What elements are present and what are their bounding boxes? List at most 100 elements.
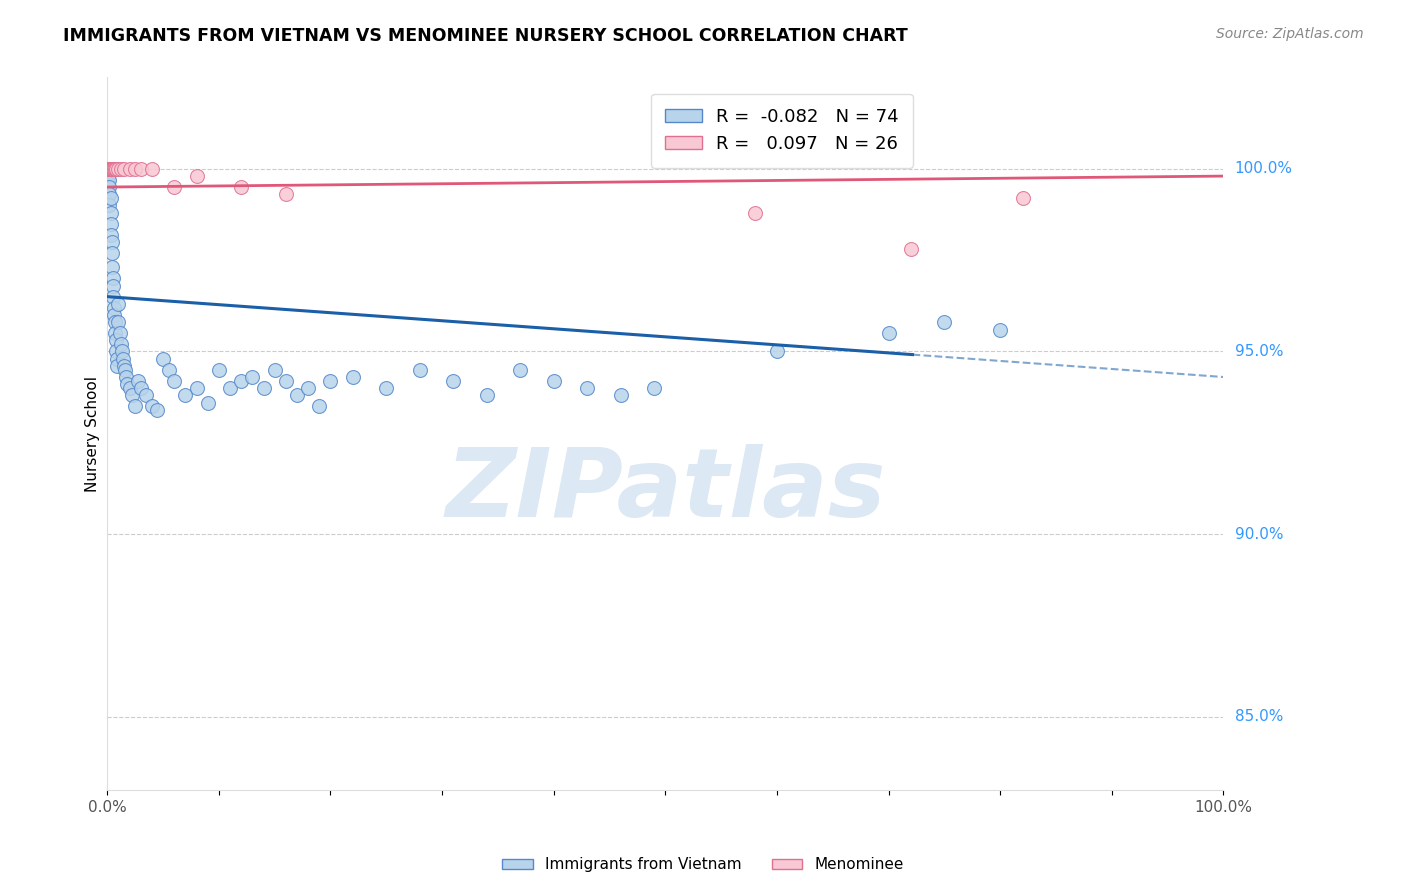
Point xyxy=(308,399,330,413)
Point xyxy=(197,395,219,409)
Legend: R =  -0.082   N = 74, R =   0.097   N = 26: R = -0.082 N = 74, R = 0.097 N = 26 xyxy=(651,94,912,168)
Point xyxy=(104,161,127,176)
Point xyxy=(100,161,122,176)
Point xyxy=(342,370,364,384)
Point xyxy=(409,362,432,376)
Point xyxy=(110,337,132,351)
Point xyxy=(105,334,128,348)
Point xyxy=(240,370,263,384)
Point xyxy=(274,374,297,388)
Point xyxy=(112,161,135,176)
Point xyxy=(263,362,285,376)
Point xyxy=(877,326,900,341)
Point xyxy=(105,161,128,176)
Point xyxy=(104,326,127,341)
Point xyxy=(475,388,498,402)
Point xyxy=(98,161,121,176)
Point xyxy=(219,381,242,395)
Text: 95.0%: 95.0% xyxy=(1234,344,1284,359)
Point xyxy=(105,359,128,373)
Point xyxy=(208,362,231,376)
Point xyxy=(97,161,120,176)
Point xyxy=(231,374,253,388)
Point xyxy=(643,381,665,395)
Point xyxy=(543,374,565,388)
Point xyxy=(101,271,124,285)
Point xyxy=(100,161,122,176)
Point xyxy=(252,381,274,395)
Point xyxy=(115,370,138,384)
Point xyxy=(129,161,152,176)
Point xyxy=(375,381,398,395)
Text: 90.0%: 90.0% xyxy=(1234,526,1284,541)
Point xyxy=(118,381,141,395)
Point xyxy=(988,322,1011,336)
Point xyxy=(297,381,319,395)
Point xyxy=(100,227,122,242)
Point xyxy=(101,278,124,293)
Point xyxy=(104,315,127,329)
Point xyxy=(100,161,122,176)
Point xyxy=(509,362,531,376)
Text: ZIPatlas: ZIPatlas xyxy=(446,444,886,537)
Point xyxy=(934,315,956,329)
Point xyxy=(157,362,180,376)
Point xyxy=(118,161,141,176)
Point xyxy=(105,344,128,359)
Point xyxy=(319,374,342,388)
Point xyxy=(744,205,766,219)
Text: Source: ZipAtlas.com: Source: ZipAtlas.com xyxy=(1216,27,1364,41)
Point xyxy=(128,374,150,388)
Point xyxy=(274,187,297,202)
Point xyxy=(107,161,129,176)
Point xyxy=(98,172,121,186)
Y-axis label: Nursery School: Nursery School xyxy=(86,376,100,491)
Point xyxy=(141,161,163,176)
Point xyxy=(114,362,136,376)
Text: IMMIGRANTS FROM VIETNAM VS MENOMINEE NURSERY SCHOOL CORRELATION CHART: IMMIGRANTS FROM VIETNAM VS MENOMINEE NUR… xyxy=(63,27,908,45)
Point xyxy=(97,177,120,191)
Point xyxy=(441,374,464,388)
Point xyxy=(576,381,599,395)
Point xyxy=(231,180,253,194)
Point xyxy=(108,326,131,341)
Legend: Immigrants from Vietnam, Menominee: Immigrants from Vietnam, Menominee xyxy=(495,849,911,880)
Point xyxy=(105,351,128,366)
Point xyxy=(97,161,120,176)
Point xyxy=(100,217,122,231)
Text: 100.0%: 100.0% xyxy=(1234,161,1292,177)
Point xyxy=(101,290,124,304)
Point xyxy=(100,235,122,249)
Point xyxy=(609,388,631,402)
Point xyxy=(103,301,125,315)
Point xyxy=(98,161,121,176)
Point xyxy=(103,161,125,176)
Point xyxy=(112,359,135,373)
Point xyxy=(186,169,208,183)
Point xyxy=(163,374,186,388)
Point xyxy=(111,344,134,359)
Point xyxy=(766,344,789,359)
Point xyxy=(97,169,120,183)
Point xyxy=(100,161,122,176)
Point xyxy=(100,191,122,205)
Point xyxy=(146,403,169,417)
Point xyxy=(103,308,125,322)
Point xyxy=(100,260,122,275)
Point xyxy=(1011,191,1033,205)
Point xyxy=(111,351,134,366)
Point xyxy=(100,205,122,219)
Point xyxy=(285,388,308,402)
Point xyxy=(900,242,922,256)
Point xyxy=(110,161,132,176)
Point xyxy=(163,180,186,194)
Point xyxy=(124,399,146,413)
Point xyxy=(98,198,121,212)
Point xyxy=(135,388,157,402)
Point xyxy=(107,297,129,311)
Point xyxy=(152,351,174,366)
Point xyxy=(98,180,121,194)
Point xyxy=(121,388,143,402)
Point xyxy=(174,388,197,402)
Point xyxy=(98,187,121,202)
